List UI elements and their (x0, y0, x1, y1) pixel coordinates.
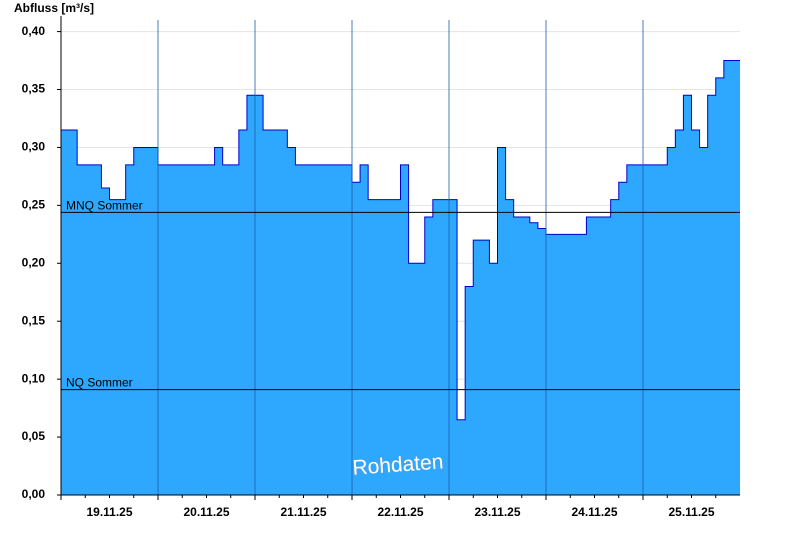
y-tick-label: 0,15 (22, 313, 46, 327)
x-tick-label: 22.11.25 (377, 505, 423, 519)
x-tick-label: 24.11.25 (571, 505, 617, 519)
x-tick-label: 25.11.25 (668, 505, 714, 519)
y-tick-label: 0,05 (22, 429, 46, 443)
y-tick-label: 0,30 (22, 140, 46, 154)
y-tick-label: 0,20 (22, 255, 46, 269)
y-tick-label: 0,35 (22, 82, 46, 96)
reference-label: MNQ Sommer (66, 198, 143, 212)
y-tick-label: 0,10 (22, 371, 46, 385)
x-tick-label: 23.11.25 (474, 505, 520, 519)
x-tick-label: 19.11.25 (86, 505, 132, 519)
x-tick-label: 21.11.25 (280, 505, 326, 519)
x-tick-label: 20.11.25 (183, 505, 229, 519)
line (61, 60, 740, 421)
y-tick-label: 0,00 (22, 487, 46, 501)
area (61, 60, 740, 496)
y-tick-label: 0,40 (22, 24, 46, 38)
y-axis-title: Abfluss [m³/s] (14, 1, 94, 15)
y-tick-label: 0,25 (22, 198, 46, 212)
reference-label: NQ Sommer (66, 376, 133, 390)
